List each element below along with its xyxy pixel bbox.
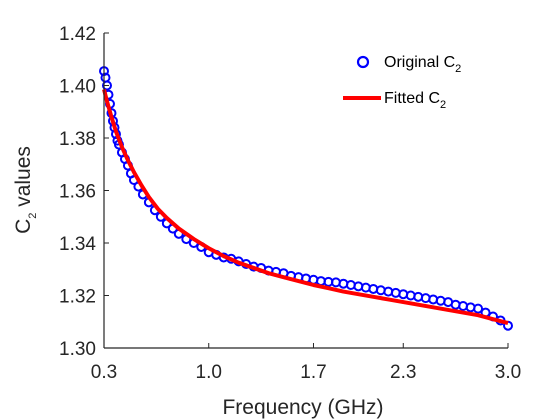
y-tick-label: 1.38 bbox=[59, 129, 96, 150]
legend-label-fitted-main: Fitted C bbox=[384, 90, 440, 107]
y-axis-label-rest: values bbox=[12, 146, 35, 213]
y-tick-label: 1.42 bbox=[59, 24, 96, 45]
x-tick-label: 1.0 bbox=[196, 362, 222, 383]
legend-label-fitted-sub: 2 bbox=[440, 99, 446, 111]
plot-area bbox=[104, 33, 508, 348]
x-tick-label: 0.3 bbox=[91, 362, 117, 383]
y-axis-label: C2 values bbox=[12, 146, 39, 234]
plot-background bbox=[104, 33, 508, 348]
x-tick-label: 3.0 bbox=[495, 362, 521, 383]
original-c2-point bbox=[101, 80, 112, 91]
legend: Original C2 Fitted C2 bbox=[343, 54, 461, 111]
y-tick-label: 1.30 bbox=[59, 339, 96, 360]
ticks: 0.3 1.0 1.7 2.3 3.0 1.30 1.32 1.34 1.36 1.38 1.40 1… bbox=[59, 24, 521, 383]
x-tick-label: 1.7 bbox=[300, 362, 326, 383]
legend-label-original-main: Original C bbox=[384, 54, 455, 71]
y-axis-label-sub: 2 bbox=[27, 213, 39, 219]
y-tick-label: 1.40 bbox=[59, 77, 96, 98]
legend-label-fitted: Fitted C2 bbox=[384, 90, 446, 111]
fitted-c2-line-group bbox=[102, 88, 509, 325]
y-tick-label: 1.36 bbox=[59, 182, 96, 203]
fitted-c2-line bbox=[102, 88, 509, 325]
y-tick-label: 1.34 bbox=[59, 234, 96, 255]
y-axis-label-main: C bbox=[12, 219, 35, 234]
y-tick-label: 1.32 bbox=[59, 287, 96, 308]
legend-marker-original bbox=[356, 55, 370, 69]
x-tick-label: 2.3 bbox=[390, 362, 416, 383]
legend-label-original-sub: 2 bbox=[455, 63, 461, 75]
x-axis-label: Frequency (GHz) bbox=[222, 396, 383, 419]
legend-label-original: Original C2 bbox=[384, 54, 461, 75]
original-c2-point bbox=[473, 303, 484, 314]
